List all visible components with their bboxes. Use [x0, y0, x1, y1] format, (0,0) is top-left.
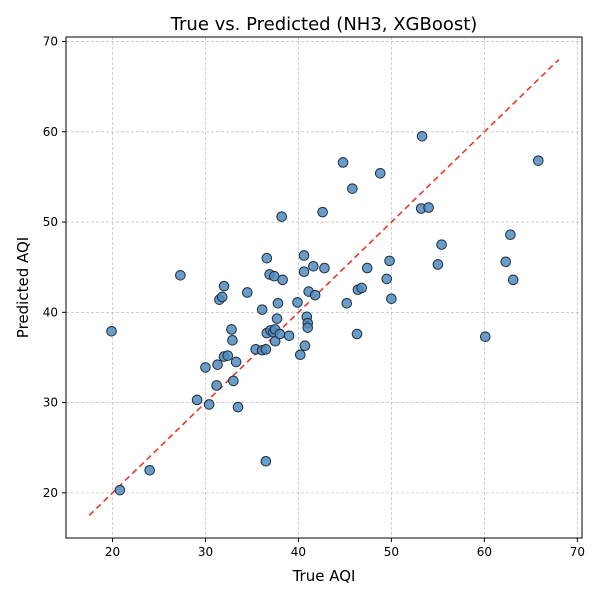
- y-tick-label: 50: [43, 215, 58, 229]
- scatter-point: [226, 324, 237, 335]
- reference-line: [88, 58, 560, 517]
- scatter-point: [203, 399, 215, 410]
- scatter-point: [106, 325, 117, 337]
- scatter-point: [222, 350, 234, 361]
- scatter-point: [260, 455, 272, 467]
- scatter-point: [480, 331, 491, 342]
- scatter-point: [175, 270, 186, 281]
- scatter-point: [212, 359, 223, 370]
- scatter-point: [272, 297, 284, 309]
- scatter-point: [144, 464, 155, 476]
- scatter-point: [337, 157, 349, 168]
- axes-layer: 20 30 40 50 60 70 20 30 40 50 60 70: [43, 35, 585, 559]
- scatter-point: [283, 330, 295, 342]
- scatter-point: [277, 274, 288, 286]
- scatter-point: [298, 266, 310, 278]
- scatter-point: [211, 380, 222, 391]
- scatter-point: [274, 328, 286, 340]
- scatter-point: [423, 202, 434, 213]
- scatter-point: [292, 297, 303, 308]
- y-tick-label: 30: [43, 396, 58, 410]
- scatter-point: [218, 280, 230, 292]
- scatter-point: [381, 273, 393, 285]
- x-tick-label: 50: [384, 545, 399, 559]
- scatter-point: [271, 313, 283, 324]
- y-tick-label: 70: [43, 35, 58, 49]
- x-tick-label: 60: [477, 545, 492, 559]
- scatter-point: [507, 274, 519, 286]
- chart-title: True vs. Predicted (NH3, XGBoost): [170, 14, 478, 35]
- y-tick-label: 60: [43, 125, 58, 139]
- scatter-point: [361, 262, 373, 274]
- x-tick-label: 20: [105, 545, 120, 559]
- scatter-point: [505, 229, 516, 240]
- scatter-point: [319, 262, 330, 274]
- scatter-point: [227, 335, 238, 346]
- scatter-point: [432, 259, 444, 270]
- scatter-point: [228, 375, 239, 387]
- scatter-point: [341, 297, 353, 309]
- scatter-point: [436, 239, 447, 250]
- scatter-point: [384, 255, 395, 267]
- scatter-point: [533, 155, 544, 166]
- scatter-point: [261, 252, 273, 264]
- scatter-point: [317, 206, 328, 218]
- scatter-point: [309, 289, 321, 301]
- scatter-point: [386, 293, 397, 305]
- scatter-point: [256, 304, 268, 315]
- scatter-point: [416, 130, 428, 142]
- points-layer: [106, 130, 544, 496]
- scatter-point: [230, 356, 242, 368]
- scatter-point: [232, 401, 244, 413]
- scatter-point: [299, 340, 311, 352]
- scatter-point: [260, 344, 272, 355]
- scatter-point: [216, 291, 228, 303]
- scatter-point: [374, 168, 386, 179]
- grid-layer: [66, 37, 582, 538]
- scatter-point: [200, 362, 211, 373]
- scatter-point: [356, 282, 367, 294]
- scatter-point: [298, 250, 310, 261]
- scatter-point: [302, 322, 314, 333]
- x-axis-label: True AQI: [292, 567, 356, 585]
- scatter-point: [241, 287, 253, 298]
- x-tick-label: 40: [291, 545, 306, 559]
- y-axis-label: Predicted AQI: [14, 237, 32, 338]
- y-tick-label: 40: [43, 305, 58, 319]
- scatter-point: [347, 183, 358, 194]
- y-tick-label: 20: [43, 486, 58, 500]
- x-tick-label: 70: [570, 545, 585, 559]
- scatter-point: [351, 328, 363, 340]
- scatter-point: [308, 260, 319, 272]
- x-tick-label: 30: [198, 545, 213, 559]
- reference-line-layer: [88, 58, 560, 517]
- plot-frame: [65, 36, 583, 539]
- scatter-point: [276, 211, 287, 222]
- scatter-point: [191, 394, 203, 406]
- scatter-point: [500, 256, 512, 268]
- scatter-point: [114, 484, 126, 496]
- scatter-point: [294, 349, 306, 361]
